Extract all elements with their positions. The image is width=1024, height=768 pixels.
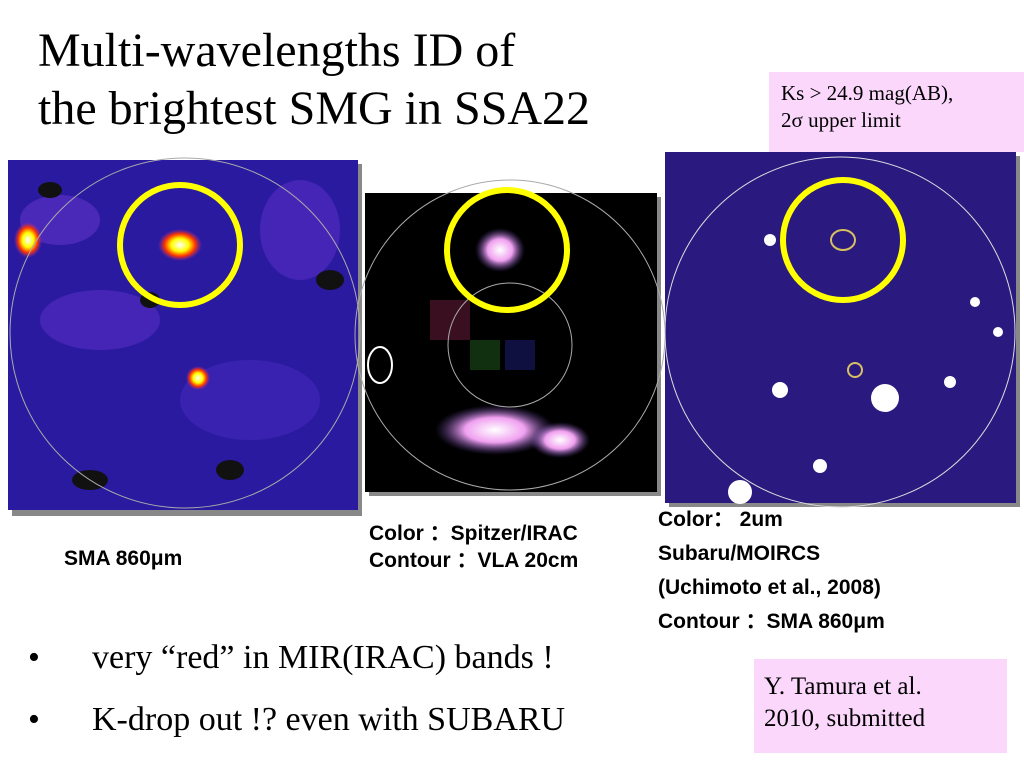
- subaru-image: [664, 152, 1020, 508]
- irac-image: [354, 179, 666, 496]
- title-line: Multi-wavelengths ID of: [38, 24, 516, 77]
- caption-line: Color： 2um: [658, 508, 783, 531]
- bullet: • very “red” in MIR(IRAC) bands !: [28, 638, 554, 678]
- caption: Color ：Spitzer/IRAC Contour ：VLA 20cm: [369, 520, 578, 574]
- title: Multi-wavelengths ID of the brightest SM…: [38, 22, 590, 138]
- sma-image: [8, 157, 362, 516]
- caption-line: Subaru/MOIRCS: [658, 542, 821, 565]
- caption-line: Contour ：VLA 20cm: [369, 549, 579, 572]
- caption-line: Color ：Spitzer/IRAC: [369, 522, 578, 545]
- note-box: Ks > 24.9 mag(AB), 2σ upper limit: [769, 72, 1024, 152]
- reference-line: 2010, submitted: [764, 705, 926, 732]
- bullet-text: very “red” in MIR(IRAC) bands !: [92, 639, 554, 676]
- bullet-dot: •: [28, 701, 40, 738]
- caption-line: (Uchimoto et al., 2008): [658, 576, 881, 599]
- caption-line: Contour ：SMA 860μm: [658, 610, 885, 633]
- note-line: Ks > 24.9 mag(AB),: [781, 81, 954, 105]
- bullet-dot: •: [28, 639, 40, 676]
- caption: SMA 860μm: [64, 545, 182, 572]
- title-line: the brightest SMG in SSA22: [38, 82, 591, 135]
- bullet: • K-drop out !? even with SUBARU: [28, 700, 565, 740]
- reference-line: Y. Tamura et al.: [764, 673, 922, 700]
- note-line: 2σ upper limit: [781, 108, 901, 132]
- caption: Color： 2um Subaru/MOIRCS (Uchimoto et al…: [658, 503, 885, 639]
- reference-box: Y. Tamura et al. 2010, submitted: [754, 659, 1007, 753]
- caption-line: SMA 860μm: [64, 547, 183, 570]
- bullet-text: K-drop out !? even with SUBARU: [92, 701, 566, 738]
